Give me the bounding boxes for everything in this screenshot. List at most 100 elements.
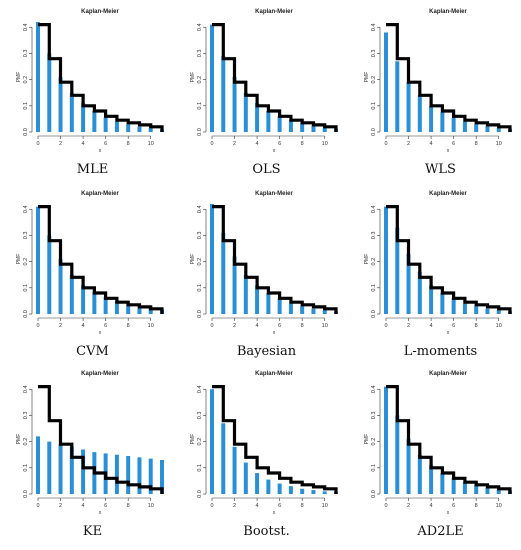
y-tick-label: 0.0 bbox=[371, 490, 377, 498]
fitted-pmf-bar bbox=[47, 53, 52, 132]
y-tick-label: 0.0 bbox=[197, 310, 203, 318]
fitted-pmf-bar bbox=[137, 457, 142, 494]
fitted-pmf-bar bbox=[429, 285, 434, 314]
fitted-pmf-bar bbox=[451, 117, 456, 132]
chart-title: Kaplan-Meier bbox=[429, 9, 467, 15]
x-tick-label: 2 bbox=[407, 503, 410, 509]
chart-svg: Kaplan-Meier 0.0 0.1 0.2 0.3 0.4 0 2 4 6 8 10 PMF x bbox=[190, 9, 338, 154]
x-tick-label: 0 bbox=[384, 323, 387, 329]
x-axis-label: x bbox=[99, 510, 102, 516]
x-axis-label: x bbox=[99, 330, 102, 336]
chart-panel-cvm: Kaplan-Meier 0.0 0.1 0.2 0.3 0.4 0 2 4 6 8 10 PMF x CV… bbox=[6, 186, 179, 369]
x-tick-label: 10 bbox=[148, 503, 154, 509]
fitted-pmf-bar bbox=[232, 256, 237, 314]
y-tick-label: 0.4 bbox=[371, 205, 377, 213]
y-tick-label: 0.2 bbox=[371, 258, 377, 266]
x-tick-label: 8 bbox=[301, 323, 304, 329]
fitted-pmf-bar bbox=[462, 121, 467, 132]
fitted-pmf-bar bbox=[221, 423, 226, 494]
fitted-pmf-bar bbox=[36, 22, 40, 132]
x-tick-label: 10 bbox=[496, 503, 502, 509]
y-tick-label: 0.2 bbox=[371, 438, 377, 446]
x-axis-label: x bbox=[447, 510, 450, 516]
x-tick-label: 10 bbox=[148, 141, 154, 147]
fitted-pmf-bar bbox=[474, 124, 479, 132]
chart-svg: Kaplan-Meier 0.0 0.1 0.2 0.3 0.4 0 2 4 6 8 10 PMF x bbox=[190, 371, 338, 516]
x-tick-label: 8 bbox=[301, 503, 304, 509]
x-tick-label: 2 bbox=[407, 141, 410, 147]
x-tick-label: 2 bbox=[59, 503, 62, 509]
x-tick-label: 0 bbox=[210, 503, 213, 509]
method-caption: OLS bbox=[252, 162, 281, 177]
y-tick-label: 0.0 bbox=[371, 310, 377, 318]
fitted-pmf-bar bbox=[496, 489, 501, 494]
kaplan-meier-step-line bbox=[386, 23, 512, 132]
fitted-pmf-bar bbox=[440, 293, 445, 314]
fitted-pmf-bar bbox=[243, 274, 248, 314]
chart-svg: Kaplan-Meier 0.0 0.1 0.2 0.3 0.4 0 2 4 6 8 10 PMF x bbox=[16, 371, 164, 516]
chart-svg: Kaplan-Meier 0.0 0.1 0.2 0.3 0.4 0 2 4 6 8 10 PMF x bbox=[16, 191, 164, 336]
chart-panel-ad2le: Kaplan-Meier 0.0 0.1 0.2 0.3 0.4 0 2 4 6 8 10 PMF x AD… bbox=[354, 366, 521, 549]
fitted-pmf-bar bbox=[92, 291, 97, 314]
x-tick-label: 0 bbox=[36, 503, 39, 509]
x-tick-label: 0 bbox=[384, 503, 387, 509]
y-tick-label: 0.3 bbox=[371, 232, 377, 240]
y-tick-label: 0.2 bbox=[371, 76, 377, 84]
y-tick-label: 0.2 bbox=[23, 258, 29, 266]
fitted-pmf-bar bbox=[384, 386, 388, 494]
x-tick-label: 10 bbox=[496, 323, 502, 329]
fitted-pmf-bar bbox=[160, 459, 164, 494]
y-tick-label: 0.1 bbox=[371, 102, 377, 110]
x-axis-label: x bbox=[273, 148, 276, 154]
fitted-pmf-bar bbox=[451, 478, 456, 494]
fitted-pmf-bar bbox=[243, 462, 248, 494]
y-tick-label: 0.3 bbox=[23, 232, 29, 240]
y-tick-label: 0.0 bbox=[197, 128, 203, 136]
fitted-pmf-bar bbox=[221, 56, 226, 132]
fitted-pmf-bar bbox=[266, 111, 271, 132]
fitted-pmf-bar bbox=[429, 105, 434, 132]
x-tick-label: 4 bbox=[430, 323, 433, 329]
fitted-pmf-bar bbox=[255, 473, 260, 494]
kaplan-meier-step-line bbox=[38, 23, 164, 132]
kaplan-meier-step-line bbox=[212, 385, 338, 494]
chart-panel-l-moments: Kaplan-Meier 0.0 0.1 0.2 0.3 0.4 0 2 4 6 8 10 PMF x L-… bbox=[354, 186, 521, 369]
chart-panel-bayesian: Kaplan-Meier 0.0 0.1 0.2 0.3 0.4 0 2 4 6 8 10 PMF x Ba… bbox=[180, 186, 353, 369]
y-tick-label: 0.0 bbox=[23, 310, 29, 318]
x-tick-label: 2 bbox=[233, 141, 236, 147]
x-tick-label: 6 bbox=[104, 323, 107, 329]
fitted-pmf-bar bbox=[395, 227, 400, 314]
fitted-pmf-bar bbox=[126, 303, 131, 314]
fitted-pmf-bar bbox=[417, 272, 422, 314]
fitted-pmf-bar bbox=[232, 446, 237, 494]
fitted-pmf-bar bbox=[148, 128, 153, 132]
y-tick-label: 0.1 bbox=[23, 102, 29, 110]
chart-svg: Kaplan-Meier 0.0 0.1 0.2 0.3 0.4 0 2 4 6 8 10 PMF x bbox=[364, 371, 512, 516]
chart-title: Kaplan-Meier bbox=[429, 191, 467, 197]
chart-title: Kaplan-Meier bbox=[255, 191, 293, 197]
y-axis-label: PMF bbox=[16, 254, 22, 265]
x-tick-label: 6 bbox=[278, 141, 281, 147]
y-tick-label: 0.1 bbox=[371, 284, 377, 292]
kaplan-meier-step-line bbox=[38, 205, 164, 314]
y-tick-label: 0.4 bbox=[23, 385, 29, 393]
x-tick-label: 10 bbox=[322, 141, 328, 147]
fitted-pmf-bar bbox=[406, 253, 411, 314]
y-axis-label: PMF bbox=[190, 254, 196, 265]
chart-title: Kaplan-Meier bbox=[255, 371, 293, 377]
y-tick-label: 0.0 bbox=[197, 490, 203, 498]
chart-title: Kaplan-Meier bbox=[81, 371, 119, 377]
y-tick-label: 0.0 bbox=[23, 128, 29, 136]
x-axis-label: x bbox=[273, 330, 276, 336]
fitted-pmf-bar bbox=[311, 125, 316, 132]
x-tick-label: 6 bbox=[452, 141, 455, 147]
x-tick-label: 0 bbox=[210, 141, 213, 147]
fitted-pmf-bar bbox=[114, 454, 119, 494]
x-tick-label: 6 bbox=[278, 323, 281, 329]
y-tick-label: 0.3 bbox=[23, 412, 29, 420]
fitted-pmf-bar bbox=[266, 293, 271, 314]
fitted-pmf-bar bbox=[322, 310, 327, 314]
fitted-pmf-bar bbox=[69, 274, 74, 314]
x-tick-label: 8 bbox=[301, 141, 304, 147]
x-tick-label: 4 bbox=[256, 503, 259, 509]
